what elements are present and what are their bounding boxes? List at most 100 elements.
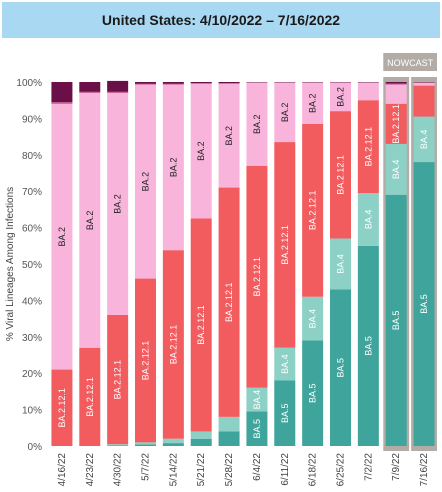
- segment-label: BA.2: [308, 94, 318, 114]
- segment-label: BA.2: [141, 172, 151, 192]
- bar-segment: [107, 444, 129, 446]
- y-tick-label: 50%: [22, 260, 42, 271]
- bar-segment: [302, 296, 324, 341]
- segment-label: BA.4: [363, 210, 373, 230]
- bar-segment: [385, 103, 407, 144]
- bar-segment: [135, 442, 156, 445]
- y-tick-label: 100%: [16, 78, 42, 89]
- bar-segment: [246, 387, 268, 412]
- bar-segment: [246, 411, 268, 446]
- x-tick-label: 6/11/22: [280, 453, 291, 486]
- nowcast-label: NOWCAST: [387, 58, 434, 68]
- segment-label: BA.2: [113, 194, 123, 214]
- y-tick-label: 10%: [22, 406, 42, 417]
- segment-label: BA.2.12.1: [57, 388, 67, 428]
- x-tick-label: 5/14/22: [168, 453, 179, 487]
- bar-segment: [302, 340, 324, 446]
- bar-segment: [162, 82, 184, 84]
- segment-label: BA.2: [336, 87, 346, 107]
- bar-segment: [385, 83, 407, 85]
- y-tick-label: 20%: [22, 369, 42, 380]
- bar-segment: [162, 443, 184, 446]
- bar-segment: [357, 245, 379, 446]
- segment-label: BA.4: [419, 130, 429, 150]
- bar-segment: [51, 103, 73, 370]
- y-tick-label: 90%: [22, 114, 42, 125]
- segment-label: BA.5: [363, 336, 373, 356]
- y-axis-title: % Viral Lineages Among Infections: [5, 187, 16, 341]
- segment-label: BA.2.12.1: [391, 104, 401, 144]
- bar-segment: [330, 111, 351, 239]
- bar-segment: [218, 83, 240, 188]
- x-tick-label: 5/7/22: [141, 453, 152, 481]
- bar-segment: [190, 83, 212, 84]
- segment-label: BA.5: [280, 403, 290, 423]
- bar-segment: [135, 84, 156, 279]
- bar-segment: [357, 100, 379, 194]
- bar-segment: [79, 347, 101, 446]
- bar-segment: [162, 84, 184, 251]
- bar-segment: [135, 83, 156, 85]
- bar-segment: [274, 347, 296, 381]
- x-tick-label: 5/21/22: [196, 453, 207, 487]
- bar-segment: [79, 92, 101, 348]
- segment-label: BA.4: [308, 309, 318, 329]
- y-tick-label: 40%: [22, 296, 42, 307]
- bar-segment: [51, 369, 73, 446]
- bar-segment: [218, 83, 240, 84]
- bar-segment: [385, 194, 407, 446]
- bar-segment: [135, 444, 156, 446]
- bar-segment: [135, 82, 156, 84]
- x-tick-label: 7/2/22: [363, 453, 374, 481]
- bar-segment: [385, 82, 407, 84]
- x-tick-label: 6/25/22: [336, 453, 347, 487]
- bar-segment: [218, 416, 240, 432]
- bar-segment: [79, 91, 101, 93]
- segment-label: BA.4: [280, 354, 290, 374]
- bar-segment: [218, 431, 240, 446]
- bar-segment: [385, 143, 407, 195]
- bar-segment: [218, 187, 240, 417]
- segment-label: BA.4: [336, 254, 346, 274]
- segment-label: BA.5: [419, 294, 429, 314]
- bar-segment: [107, 80, 129, 92]
- bar-segment: [190, 82, 212, 84]
- bar-segment: [51, 82, 73, 103]
- bar-segment: [302, 123, 324, 297]
- bar-segment: [107, 445, 129, 446]
- bar-segment: [274, 82, 296, 143]
- segment-label: BA.2: [280, 103, 290, 123]
- segment-label: BA.5: [336, 358, 346, 378]
- bar-segment: [190, 83, 212, 219]
- bar-segment: [385, 84, 407, 104]
- segment-label: BA.4: [252, 390, 262, 410]
- bar-segment: [162, 83, 184, 85]
- y-tick-label: 30%: [22, 333, 42, 344]
- bar-segment: [162, 438, 184, 444]
- x-tick-label: 5/28/22: [224, 453, 235, 487]
- bar-segment: [413, 162, 435, 446]
- segment-label: BA.2: [57, 227, 67, 247]
- bar-segment: [218, 82, 240, 84]
- segment-label: BA.2.12.1: [308, 191, 318, 231]
- segment-label: BA.2: [252, 114, 262, 134]
- segment-label: BA.5: [252, 419, 262, 439]
- x-tick-label: 4/30/22: [113, 453, 124, 487]
- bar-segment: [413, 116, 435, 163]
- bar-segment: [162, 250, 184, 439]
- chart-title: United States: 4/10/2022 – 7/16/2022: [101, 12, 341, 28]
- segment-label: BA.4: [391, 160, 401, 180]
- segment-label: BA.2.12.1: [141, 341, 151, 381]
- bar-segment: [135, 278, 156, 443]
- bar-segment: [190, 438, 212, 446]
- chart-title-bar: United States: 4/10/2022 – 7/16/2022: [2, 2, 440, 38]
- bar-segment: [357, 82, 379, 101]
- bar-segment: [107, 314, 129, 445]
- y-tick-label: 80%: [22, 151, 42, 162]
- bar-segment: [79, 82, 101, 92]
- y-tick-label: 70%: [22, 187, 42, 198]
- x-tick-label: 4/23/22: [85, 453, 96, 487]
- x-tick-label: 7/9/22: [391, 453, 402, 481]
- segment-label: BA.2.12.1: [280, 225, 290, 265]
